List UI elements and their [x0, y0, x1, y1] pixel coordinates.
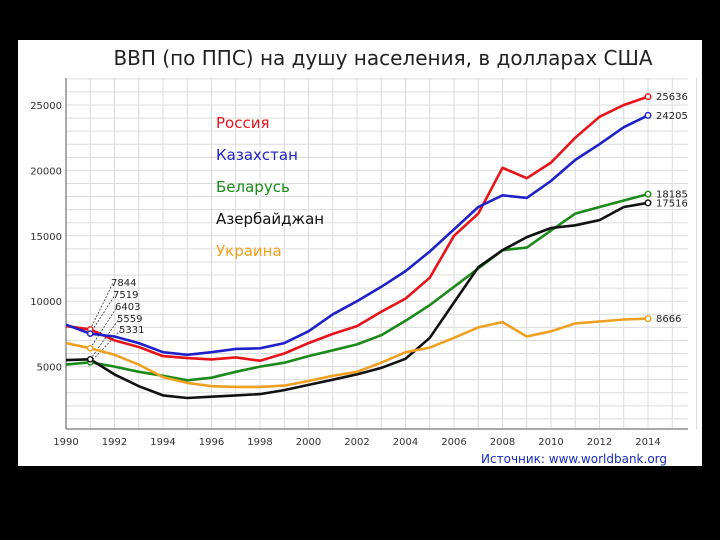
grid [65, 78, 697, 429]
series-lines [65, 95, 649, 400]
annotation-label: 5331 [119, 325, 144, 336]
annotation-label: 6403 [115, 302, 140, 313]
x-tick-label: 2006 [441, 437, 466, 448]
end-value-label: 25636 [656, 92, 688, 103]
x-tick-label: 2004 [393, 437, 418, 448]
end-value-label: 17516 [656, 198, 688, 209]
legend-item: Азербайджан [216, 210, 324, 228]
axes [65, 78, 688, 430]
x-axis-ticks: 1990 1992 1994 1996 1998 2000 2002 2004 2006 2008… [53, 437, 660, 448]
x-tick-label: 1992 [102, 437, 127, 448]
annotation-label: 5559 [117, 314, 142, 325]
end-marker [644, 190, 652, 198]
x-tick-label: 2012 [587, 437, 612, 448]
annotation-leader [89, 282, 114, 330]
y-tick-label: 15000 [30, 232, 62, 243]
annotation-leader [89, 329, 122, 363]
annotation-label: 7844 [111, 278, 136, 289]
y-tick-label: 5000 [37, 363, 62, 374]
y-tick-label: 10000 [30, 297, 62, 308]
legend-item: Украина [216, 242, 282, 260]
y-tick-label: 20000 [30, 166, 62, 177]
annotation-label: 7519 [113, 290, 138, 301]
start-marker [86, 355, 94, 363]
legend-item: Россия [216, 114, 270, 132]
annotation-leader [89, 318, 120, 360]
chart-panel: ВВП (по ППС) на душу населения, в доллар… [18, 40, 702, 466]
end-value-label: 8666 [656, 314, 681, 325]
y-axis-ticks: 5000 10000 15000 20000 25000 [30, 101, 62, 374]
x-tick-label: 2008 [490, 437, 515, 448]
x-tick-label: 1996 [199, 437, 224, 448]
source-label: Источник: www.worldbank.org [481, 452, 667, 466]
x-tick-label: 1994 [150, 437, 175, 448]
x-tick-label: 2010 [538, 437, 563, 448]
end-marker [644, 315, 652, 323]
annotation-leader [89, 306, 118, 349]
x-tick-label: 2002 [344, 437, 369, 448]
x-tick-label: 1998 [247, 437, 272, 448]
series-line-Казахстан [65, 114, 649, 357]
x-tick-label: 2000 [296, 437, 321, 448]
end-marker [644, 111, 652, 119]
legend-item: Казахстан [216, 146, 298, 164]
series-line-Азербайджан [65, 201, 649, 400]
legend: Россия Казахстан Беларусь Азербайджан Украин… [216, 114, 324, 260]
end-value-label: 24205 [656, 111, 688, 122]
end-marker [644, 199, 652, 207]
y-tick-label: 25000 [30, 101, 62, 112]
series-line-Россия [65, 95, 649, 363]
gdp-line-chart: ВВП (по ППС) на душу населения, в доллар… [30, 46, 697, 466]
x-tick-label: 2014 [635, 437, 660, 448]
x-tick-label: 1990 [53, 437, 78, 448]
end-value-label: 18185 [656, 190, 688, 201]
legend-item: Беларусь [216, 178, 290, 196]
series-line-Украина [65, 317, 649, 389]
chart-title: ВВП (по ППС) на душу населения, в доллар… [113, 46, 652, 70]
start-marker [86, 330, 94, 337]
annotation-leader [89, 294, 116, 334]
end-marker [644, 93, 652, 101]
start-marker [86, 344, 94, 352]
